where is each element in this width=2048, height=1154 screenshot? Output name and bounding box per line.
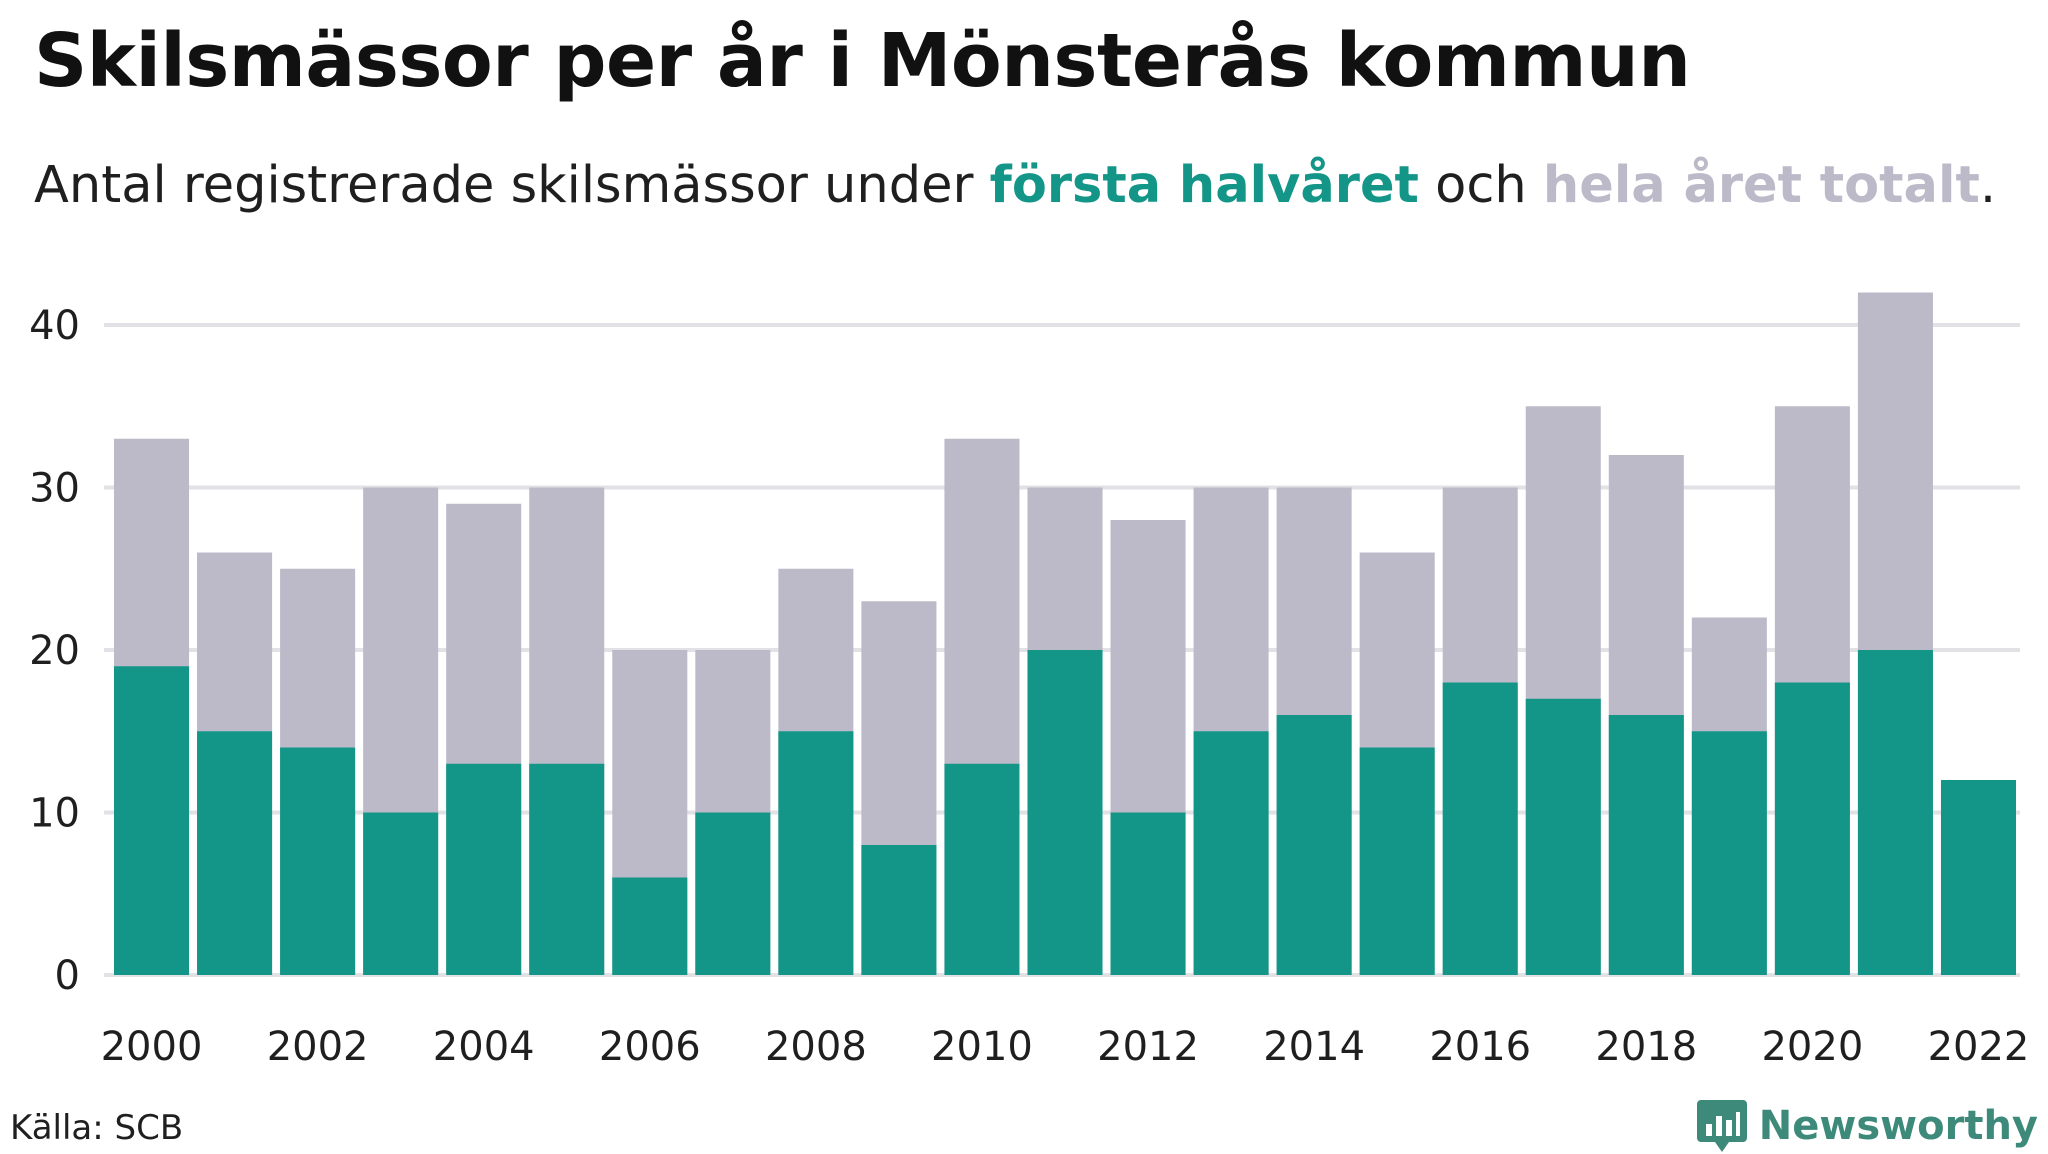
x-tick-label: 2010 [931,1024,1033,1070]
y-axis-ticks: 0 10 20 30 40 [29,303,80,999]
bar-first-half [363,812,439,975]
y-tick-label: 40 [29,303,80,349]
bar-first-half [1276,715,1352,975]
x-tick-label: 2004 [433,1024,535,1070]
bar-first-half [861,845,937,975]
newsworthy-logo-icon [1696,1100,1747,1152]
first-half-bars [114,650,2016,975]
x-tick-label: 2016 [1429,1024,1531,1070]
bar-first-half [1193,731,1269,975]
bar-first-half [529,763,605,975]
chart-subtitle: Antal registrerade skilsmässor under för… [34,156,1996,215]
bar-first-half [1940,780,2016,975]
x-tick-label: 2012 [1097,1024,1199,1070]
source-label: Källa: SCB [10,1108,184,1148]
x-tick-label: 2008 [765,1024,867,1070]
bar-first-half [612,877,688,975]
subtitle-end: . [1979,156,1997,215]
bar-first-half [1608,715,1684,975]
subtitle-start: Antal registrerade skilsmässor under [34,156,990,215]
bar-first-half [944,763,1020,975]
bar-first-half [1691,731,1767,975]
bar-first-half [114,666,190,975]
bar-first-half [1359,747,1435,975]
chart-title: Skilsmässor per år i Mönsterås kommun [34,18,1691,104]
bar-first-half [1857,650,1933,975]
bar-first-half [280,747,356,975]
subtitle-total-highlight: hela året totalt [1542,156,1980,215]
x-tick-label: 2006 [599,1024,701,1070]
bar-first-half [197,731,273,975]
x-tick-label: 2022 [1928,1024,2030,1070]
subtitle-mid: och [1418,156,1543,215]
bar-first-half [1525,698,1601,975]
bar-first-half [1027,650,1103,975]
brand-name: Newsworthy [1758,1103,2038,1149]
y-tick-label: 10 [29,791,80,837]
bar-first-half [1774,682,1850,975]
brand-logo: Newsworthy [1696,1098,2038,1154]
x-tick-label: 2000 [101,1024,203,1070]
bar-first-half [446,763,522,975]
subtitle-first-half-highlight: första halvåret [989,156,1419,215]
x-axis-ticks: 2000 2002 2004 2006 2008 2010 2012 2014 2016 2018… [101,1024,2030,1070]
x-tick-label: 2018 [1595,1024,1697,1070]
y-tick-label: 30 [29,466,80,512]
bar-first-half [778,731,854,975]
y-tick-label: 20 [29,628,80,674]
bar-first-half [695,812,771,975]
x-tick-label: 2002 [267,1024,369,1070]
bar-first-half [1110,812,1186,975]
bar-first-half [1442,682,1518,975]
y-tick-label: 0 [55,953,80,999]
x-tick-label: 2020 [1761,1024,1863,1070]
x-tick-label: 2014 [1263,1024,1365,1070]
